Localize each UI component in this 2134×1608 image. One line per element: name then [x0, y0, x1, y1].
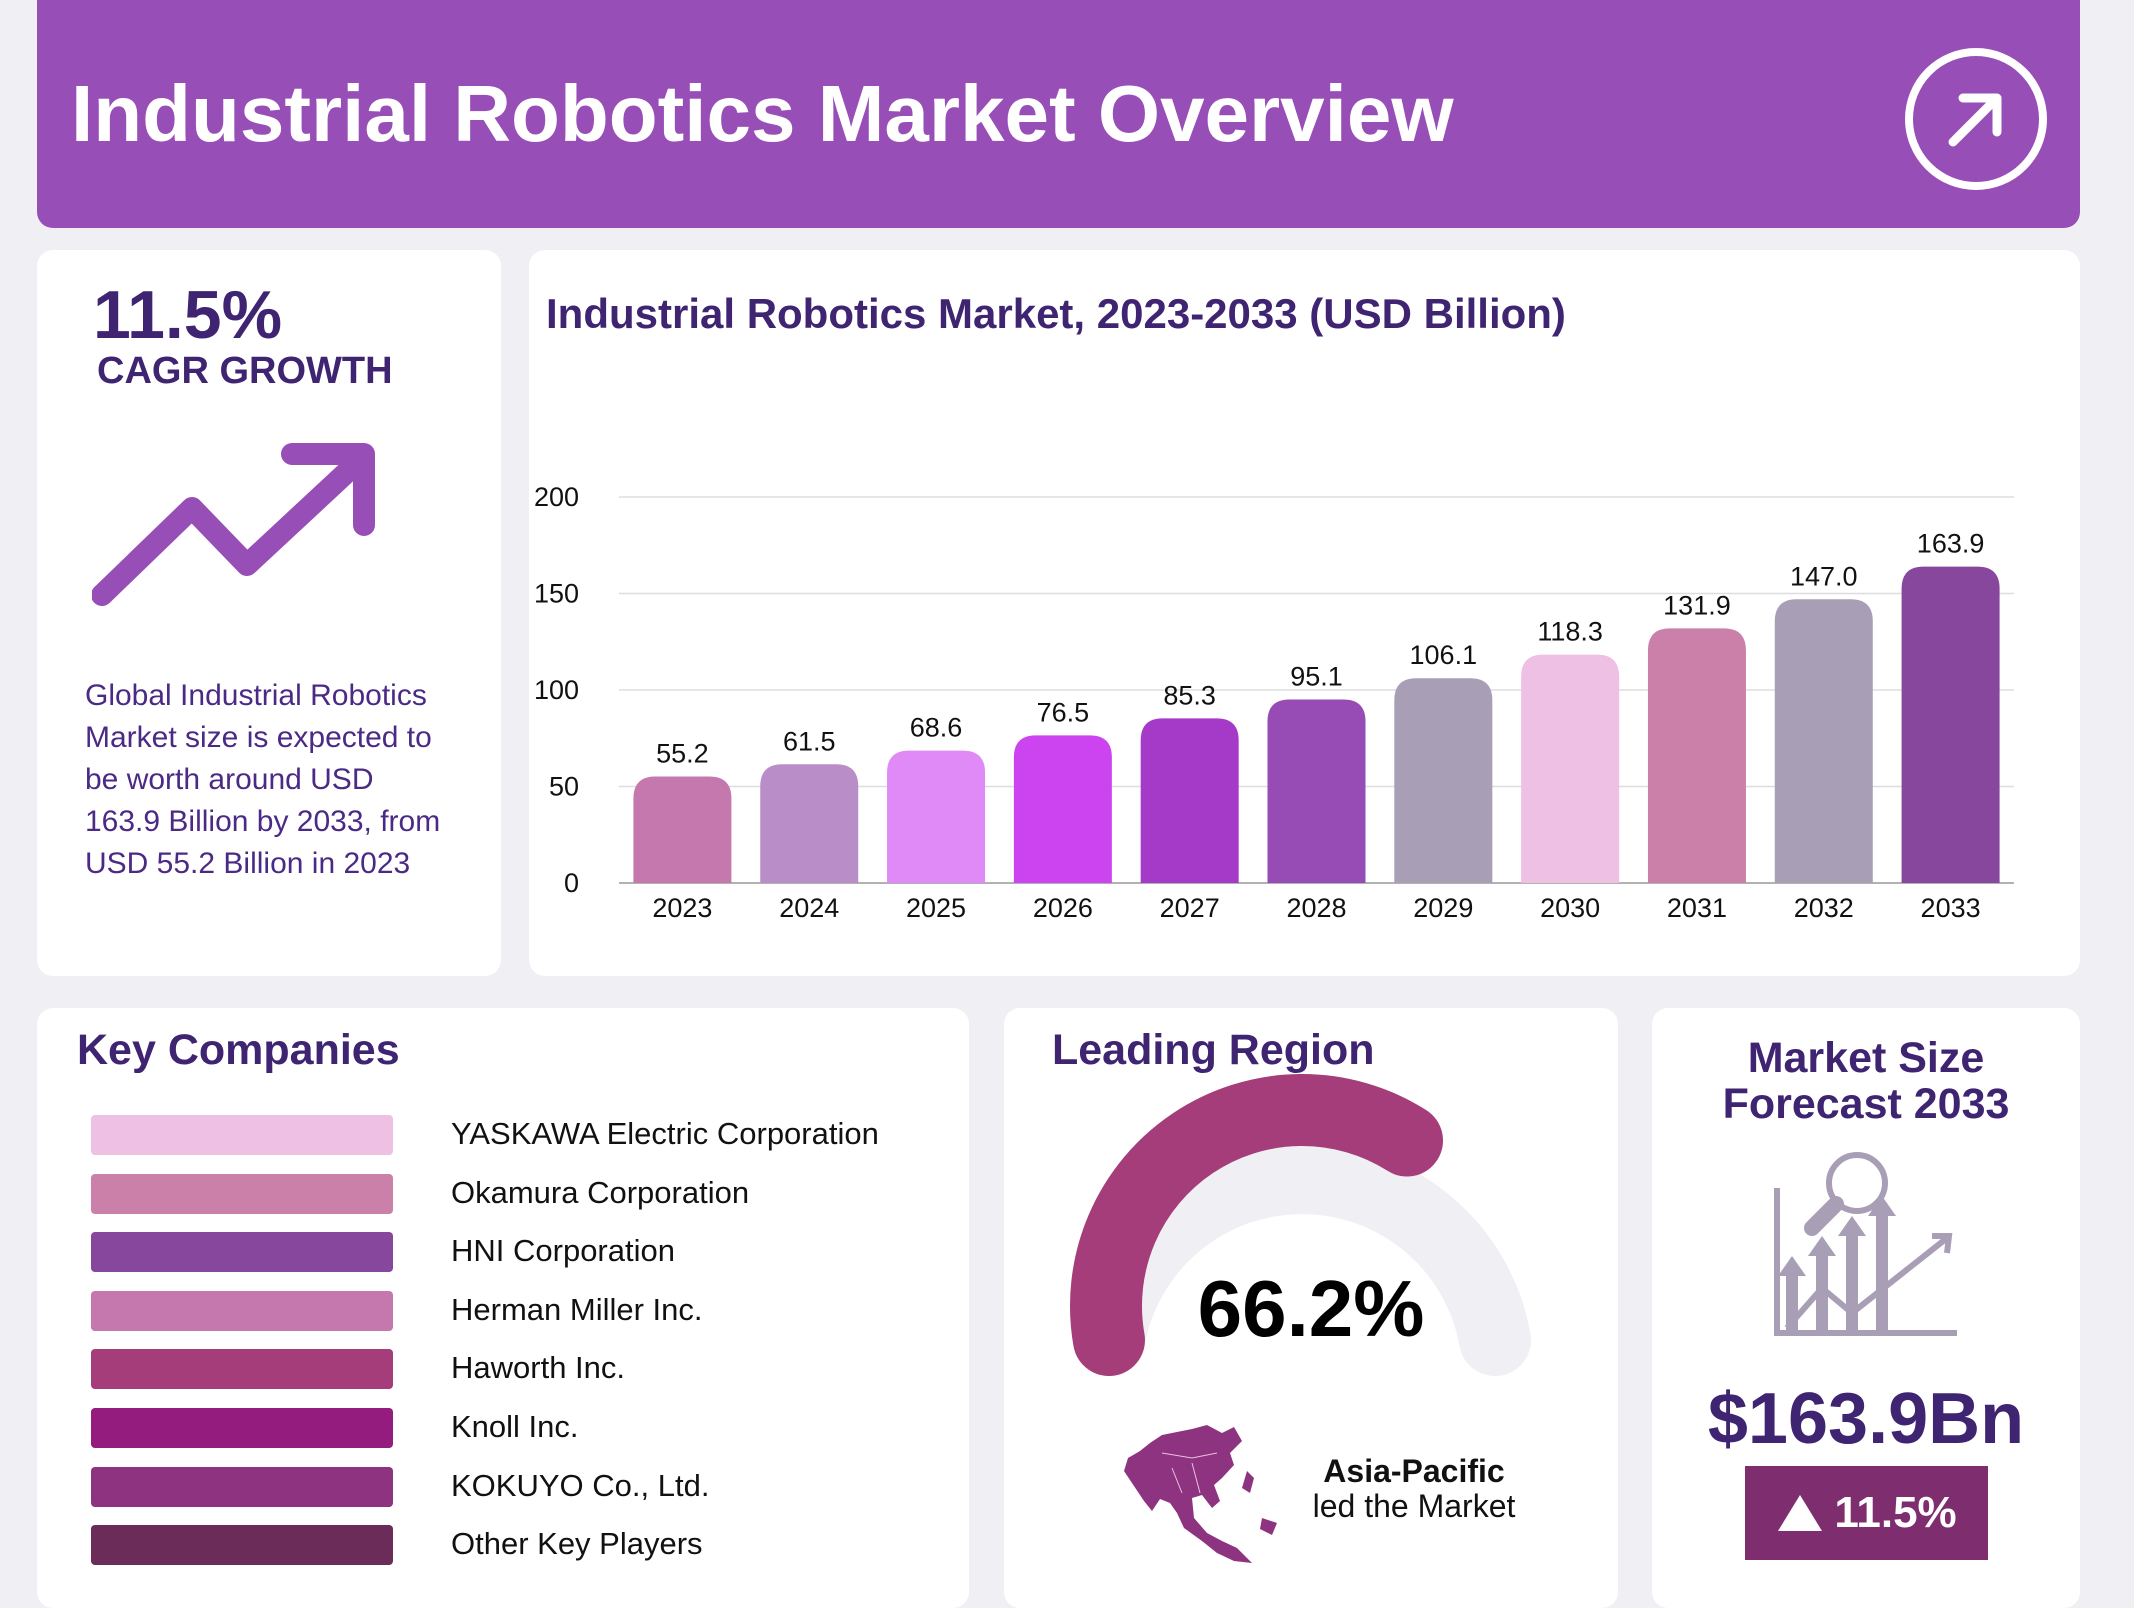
- bar-value-label: 55.2: [656, 738, 709, 768]
- forecast-value: $163.9Bn: [1707, 1379, 2025, 1459]
- x-tick-label: 2025: [906, 893, 966, 923]
- cagr-label: CAGR GROWTH: [97, 350, 393, 392]
- company-color-swatch: [91, 1232, 393, 1273]
- x-tick-label: 2030: [1540, 893, 1600, 923]
- forecast-card: Market Size Forecast 2033 $163.9Bn 11.5%: [1652, 1008, 2080, 1608]
- cagr-value: 11.5%: [93, 277, 283, 353]
- x-tick-label: 2031: [1667, 893, 1727, 923]
- companies-card: Key Companies YASKAWA Electric Corporati…: [37, 1008, 969, 1608]
- growth-value: 11.5%: [1834, 1488, 1957, 1537]
- company-name: Other Key Players: [451, 1526, 703, 1562]
- y-tick-label: 50: [549, 772, 579, 802]
- bar: [1647, 628, 1746, 883]
- company-color-swatch: [91, 1290, 393, 1331]
- bar-value-label: 68.6: [910, 713, 963, 743]
- x-tick-label: 2032: [1794, 893, 1854, 923]
- description-line: 163.9 Billion by 2033, from: [85, 805, 441, 838]
- company-name: HNI Corporation: [451, 1233, 675, 1269]
- description-line: be worth around USD: [85, 763, 374, 796]
- company-name: YASKAWA Electric Corporation: [451, 1116, 879, 1151]
- bar: [1394, 678, 1493, 883]
- company-color-swatch: [91, 1173, 393, 1214]
- region-share-gauge: [1070, 1074, 1532, 1377]
- cagr-description: Global Industrial Robotics Market size i…: [85, 675, 440, 885]
- bar-value-label: 131.9: [1663, 590, 1731, 620]
- company-name: Okamura Corporation: [451, 1174, 750, 1210]
- bar-chart: 0 50 100 150 200 55.2 2023 61.5 2024 68.6 2025 76.5…: [534, 482, 2014, 923]
- region-name: Asia-Pacific: [1323, 1453, 1505, 1489]
- company-color-swatch: [91, 1466, 393, 1507]
- company-name: KOKUYO Co., Ltd.: [451, 1467, 710, 1503]
- bar-value-label: 85.3: [1163, 680, 1216, 710]
- bar: [1140, 718, 1239, 883]
- bar: [760, 764, 859, 883]
- region-title: Leading Region: [1052, 1026, 1375, 1074]
- market-growth-icon: [1774, 1152, 1957, 1336]
- x-tick-label: 2027: [1160, 893, 1220, 923]
- x-tick-label: 2026: [1033, 893, 1093, 923]
- y-tick-label: 100: [534, 675, 579, 705]
- bar-value-label: 106.1: [1410, 640, 1478, 670]
- company-color-swatch: [91, 1408, 393, 1448]
- bar-value-label: 118.3: [1537, 617, 1603, 647]
- triangle-up-icon: [1778, 1495, 1823, 1531]
- x-tick-label: 2024: [779, 893, 839, 923]
- trending-up-icon: [92, 443, 375, 606]
- bar: [1521, 654, 1620, 883]
- cagr-card: 11.5% CAGR GROWTH Global Industrial Robo…: [37, 250, 501, 976]
- y-tick-label: 0: [564, 868, 579, 898]
- bar: [1013, 735, 1112, 883]
- header-banner: Industrial Robotics Market Overview: [37, 0, 2080, 228]
- forecast-title-line2: Forecast 2033: [1722, 1080, 2010, 1128]
- company-name: Herman Miller Inc.: [451, 1291, 703, 1327]
- bar: [633, 776, 732, 883]
- company-color-swatch: [91, 1349, 393, 1390]
- x-tick-label: 2028: [1286, 893, 1346, 923]
- bar: [1267, 699, 1366, 883]
- region-share-value: 66.2%: [1197, 1264, 1425, 1353]
- bar: [887, 750, 986, 883]
- chart-card: Industrial Robotics Market, 2023-2033 (U…: [529, 250, 2080, 976]
- bar: [1901, 566, 2000, 883]
- company-name: Knoll Inc.: [451, 1409, 579, 1444]
- bar-value-label: 163.9: [1917, 529, 1985, 559]
- forecast-title-line1: Market Size: [1747, 1034, 1985, 1082]
- bar: [1774, 599, 1873, 883]
- region-card: Leading Region 66.2% Asia-Pacific led th…: [1004, 1008, 1618, 1608]
- y-tick-label: 150: [534, 579, 579, 609]
- growth-badge: 11.5%: [1745, 1466, 1988, 1560]
- bar-value-label: 147.0: [1790, 561, 1858, 591]
- x-tick-label: 2029: [1413, 893, 1473, 923]
- bar-value-label: 61.5: [783, 726, 836, 756]
- chart-title: Industrial Robotics Market, 2023-2033 (U…: [546, 290, 1566, 337]
- company-color-swatch: [91, 1525, 393, 1566]
- region-subtitle: led the Market: [1312, 1488, 1516, 1524]
- gauge-fill: [1070, 1074, 1444, 1377]
- description-line: USD 55.2 Billion in 2023: [85, 847, 411, 880]
- description-line: Global Industrial Robotics: [85, 679, 427, 712]
- arrow-up-right-circle-icon[interactable]: [1905, 48, 2047, 190]
- bar-value-label: 76.5: [1037, 697, 1090, 727]
- bar-value-label: 95.1: [1290, 661, 1343, 691]
- company-name: Haworth Inc.: [451, 1350, 626, 1386]
- companies-title: Key Companies: [77, 1026, 400, 1074]
- page-title: Industrial Robotics Market Overview: [71, 69, 1454, 158]
- company-color-swatch: [91, 1115, 393, 1155]
- x-tick-label: 2023: [652, 893, 712, 923]
- asia-pacific-map-icon: [1124, 1425, 1277, 1563]
- y-tick-label: 200: [534, 482, 579, 512]
- x-tick-label: 2033: [1921, 893, 1981, 923]
- description-line: Market size is expected to: [85, 721, 432, 754]
